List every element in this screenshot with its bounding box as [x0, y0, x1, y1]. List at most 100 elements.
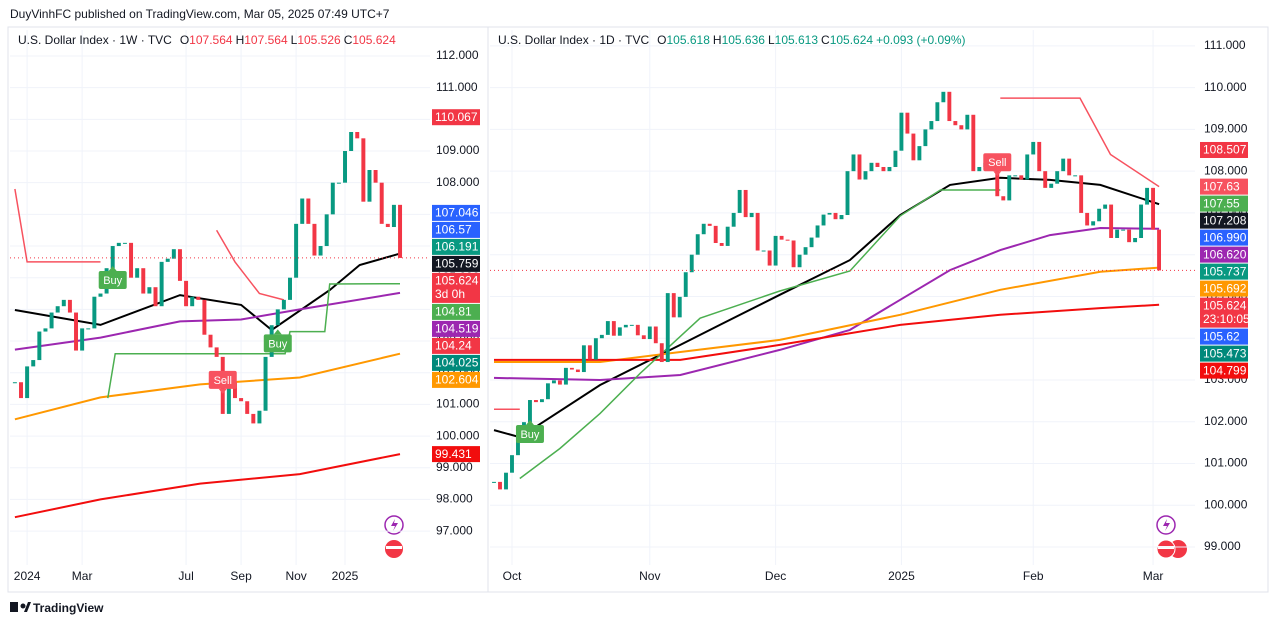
x-tick-label: Nov	[285, 569, 306, 583]
indicator-line	[14, 453, 401, 519]
indicator-line	[493, 226, 1160, 382]
candle	[641, 335, 646, 340]
candle	[141, 268, 146, 294]
signal-box	[208, 370, 237, 389]
alert-icon	[384, 515, 404, 535]
candle	[37, 331, 42, 361]
candle	[761, 250, 766, 252]
candle	[929, 121, 934, 130]
signal-label: Sell	[988, 157, 1006, 169]
candle	[827, 212, 832, 215]
candle	[539, 399, 544, 403]
candle	[239, 398, 244, 402]
candle	[330, 182, 335, 215]
candle	[367, 170, 372, 202]
candle	[398, 204, 403, 258]
price-badge-label: 108.507	[1203, 143, 1247, 157]
y-tick-label: 99.000	[1204, 539, 1241, 553]
candle	[1097, 208, 1102, 222]
signal-pointer	[273, 329, 282, 335]
price-badge	[1200, 229, 1248, 246]
candle	[1037, 141, 1042, 172]
candle	[803, 247, 808, 255]
indicator-line	[494, 97, 1160, 410]
candle	[19, 382, 23, 399]
candle	[917, 146, 922, 161]
signal-label: Sell	[214, 375, 232, 387]
signal-pointer	[218, 388, 227, 394]
candle	[1115, 229, 1120, 238]
ohlc-key: C	[821, 33, 830, 47]
price-badge	[432, 272, 480, 303]
pane-frame	[487, 26, 1269, 593]
price-badge	[1200, 328, 1248, 345]
plot: 97.00098.00099.000100.000101.000102.0001…	[10, 30, 480, 583]
candle	[324, 214, 329, 247]
candle	[935, 102, 940, 122]
ohlc-value: 107.564	[244, 33, 288, 47]
candle	[263, 356, 268, 411]
signal-box	[515, 425, 544, 444]
indicator-line	[14, 188, 285, 301]
candle	[492, 481, 496, 483]
candle	[92, 296, 97, 329]
price-badge	[1200, 195, 1248, 212]
x-tick-label: Oct	[503, 569, 522, 583]
candle	[25, 366, 30, 399]
candle	[659, 343, 664, 363]
candle	[713, 225, 718, 243]
y-tick-label: 100.000	[436, 428, 480, 442]
candle	[86, 328, 91, 330]
candle	[965, 114, 970, 130]
price-badge-label: 106.990	[1203, 230, 1247, 244]
candle	[1049, 183, 1054, 188]
candle	[1151, 187, 1156, 230]
candle	[587, 345, 592, 360]
candle	[875, 162, 880, 167]
price-badge	[432, 109, 480, 126]
candle	[1085, 212, 1090, 226]
candle	[184, 280, 189, 307]
ohlc-value: 105.624	[352, 33, 396, 47]
price-badge-label: 99.431	[435, 447, 472, 461]
y-tick-label: 112.000	[436, 48, 479, 62]
ohlc-value: 105.526	[297, 33, 341, 47]
candle	[1031, 141, 1036, 155]
candle	[959, 125, 964, 130]
change: +0.093 (+0.09%)	[876, 33, 966, 47]
candle	[635, 324, 640, 336]
candle	[767, 250, 772, 266]
candle	[791, 240, 796, 268]
candle	[581, 345, 586, 373]
price-badge-label: 106.620	[1203, 247, 1247, 261]
signal-box	[263, 334, 292, 353]
candle	[1103, 204, 1108, 209]
candle	[214, 347, 219, 357]
price-badge	[1200, 212, 1248, 229]
price-badge-label: 104.81	[435, 305, 472, 319]
x-tick-label: Dec	[765, 569, 786, 583]
price-badge	[1200, 178, 1248, 195]
candle	[557, 380, 562, 385]
signal-box	[983, 153, 1012, 172]
candle	[689, 254, 694, 273]
candle	[737, 189, 742, 213]
alert-icon	[1156, 515, 1176, 535]
plot-area	[10, 30, 430, 565]
ohlc-value: 105.613	[774, 33, 819, 47]
candle	[941, 91, 946, 103]
candle	[245, 401, 250, 414]
candle	[135, 268, 140, 278]
candle	[665, 293, 670, 363]
price-badge	[432, 320, 480, 337]
price-badge	[432, 221, 480, 238]
candle	[1139, 204, 1144, 238]
price-badge	[1200, 280, 1248, 297]
chart-title: U.S. Dollar Index · 1W · TVC	[18, 33, 172, 47]
candle	[755, 212, 760, 251]
indicator-line	[14, 291, 401, 351]
candle	[1007, 175, 1012, 201]
candle	[1061, 158, 1066, 172]
price-badge	[432, 204, 480, 221]
candle	[857, 154, 862, 180]
